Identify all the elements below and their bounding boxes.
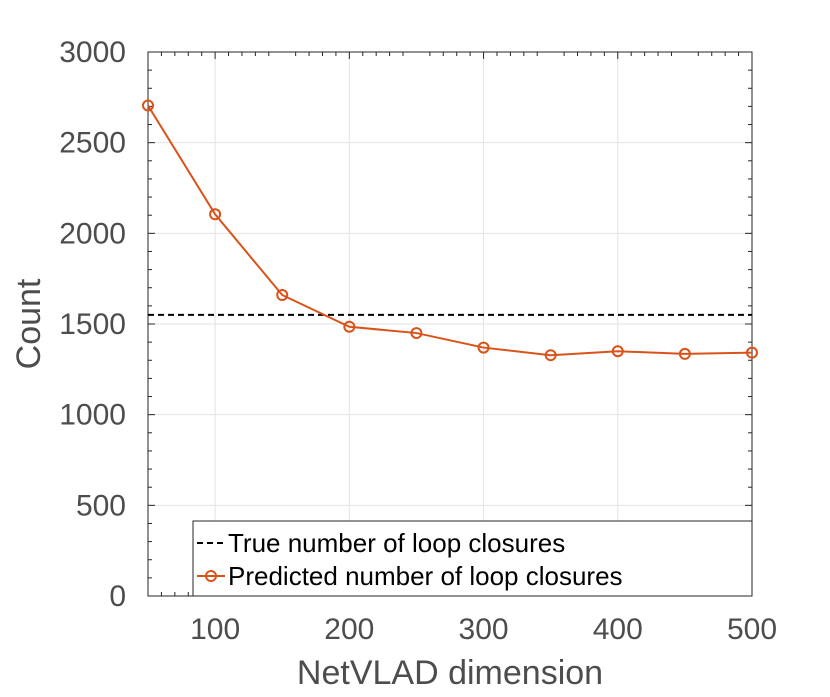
predicted-point [276, 288, 289, 301]
y-tick-label: 2000 [59, 217, 126, 250]
legend-label-predicted: Predicted number of loop closures [228, 561, 623, 591]
legend-marker-predicted [205, 570, 217, 582]
y-tick-label: 500 [76, 489, 126, 522]
x-tick-label: 100 [190, 613, 240, 646]
predicted-count-line [147, 104, 753, 357]
predicted-point [142, 99, 154, 112]
predicted-point [343, 320, 356, 333]
grid [148, 51, 753, 597]
predicted-point [678, 347, 691, 360]
x-tick-label: 300 [459, 613, 509, 646]
predicted-point [544, 349, 557, 362]
predicted-point [477, 341, 490, 354]
y-tick-label: 2500 [59, 127, 126, 160]
legend-box [192, 520, 753, 597]
legend-label-true: True number of loop closures [228, 528, 565, 558]
x-tick-label: 500 [727, 613, 777, 646]
y-tick-label: 1000 [59, 399, 126, 432]
predicted-point [410, 327, 423, 340]
legend: True number of loop closures Predicted n… [192, 520, 753, 597]
tick-labels: 100 200 300 400 500 0 500 1000 1500 2000 2500 3000 [59, 36, 777, 646]
x-tick-label: 200 [324, 613, 374, 646]
predicted-point [611, 345, 624, 358]
series-layer [142, 99, 758, 362]
y-tick-label: 1500 [59, 308, 126, 341]
y-tick-label: 0 [109, 580, 126, 613]
y-axis-title: Count [10, 278, 48, 369]
predicted-point [746, 346, 758, 359]
x-tick-label: 400 [593, 613, 643, 646]
y-tick-label: 3000 [59, 36, 126, 69]
predicted-point [209, 208, 222, 221]
x-axis-title: NetVLAD dimension [297, 654, 603, 692]
